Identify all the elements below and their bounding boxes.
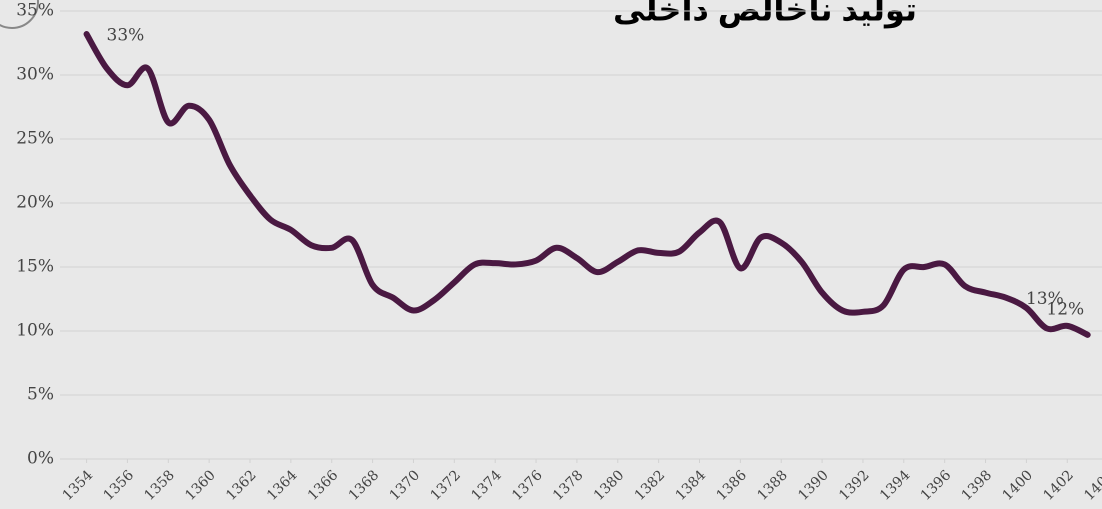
y-tick-label: 15% — [16, 257, 54, 277]
y-tick-label: 5% — [27, 385, 54, 405]
y-tick-label: 25% — [16, 129, 54, 149]
y-tick-label: 0% — [27, 449, 54, 469]
data-label: 13% — [1026, 289, 1064, 309]
y-tick-label: 35% — [16, 1, 54, 21]
chart-title: تولید ناخالص داخلی — [613, 0, 917, 28]
line-series — [83, 31, 1091, 338]
y-tick-label: 20% — [16, 193, 54, 213]
data-label: 33% — [107, 26, 145, 46]
logo — [0, 0, 39, 29]
y-tick-label: 10% — [16, 321, 54, 341]
y-tick-label: 30% — [16, 65, 54, 85]
data-label: 12% — [1046, 299, 1084, 319]
